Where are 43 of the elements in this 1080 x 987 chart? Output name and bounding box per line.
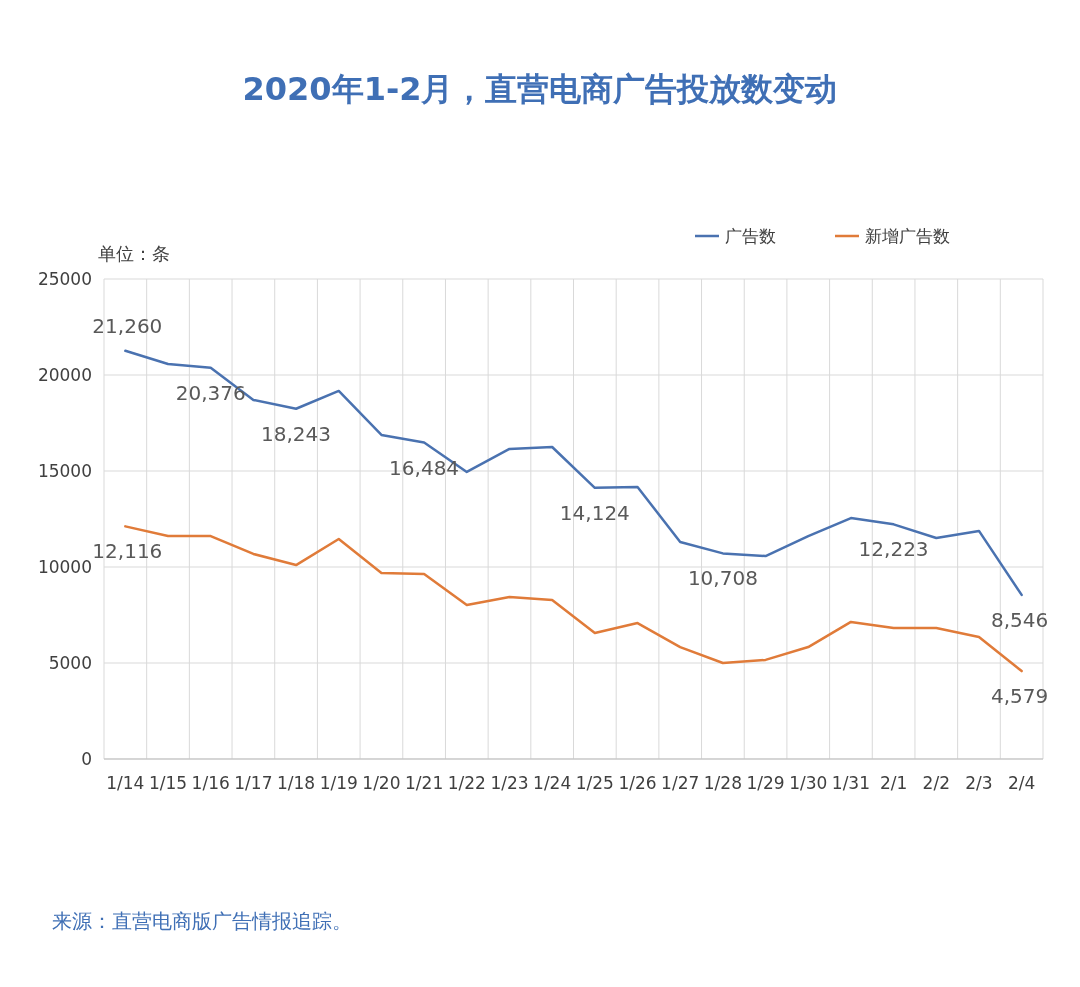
legend-label: 新增广告数 xyxy=(865,226,950,246)
x-tick-label: 1/29 xyxy=(746,773,785,793)
y-tick-label: 10000 xyxy=(37,557,92,577)
x-tick-label: 1/28 xyxy=(703,773,742,793)
x-tick-label: 1/22 xyxy=(447,773,486,793)
x-tick-label: 1/18 xyxy=(276,773,316,793)
data-label: 14,124 xyxy=(559,500,630,525)
x-tick-label: 1/26 xyxy=(618,773,657,793)
data-label: 8,546 xyxy=(991,607,1049,632)
data-label: 21,260 xyxy=(92,313,163,338)
y-axis-title: 单位：条 xyxy=(98,243,170,264)
x-tick-label: 1/14 xyxy=(106,773,145,793)
data-label: 10,708 xyxy=(687,566,758,591)
data-label: 18,243 xyxy=(261,421,332,446)
x-tick-label: 1/27 xyxy=(661,773,700,793)
x-tick-label: 1/30 xyxy=(789,773,828,793)
x-tick-label: 1/19 xyxy=(319,773,358,793)
data-label: 4,579 xyxy=(991,684,1049,709)
x-tick-label: 1/31 xyxy=(831,773,871,793)
x-tick-label: 1/16 xyxy=(191,773,230,793)
y-tick-label: 20000 xyxy=(37,365,92,385)
source-note: 来源：直营电商版广告情报追踪。 xyxy=(52,909,352,933)
x-tick-label: 1/20 xyxy=(362,773,401,793)
x-tick-label: 1/17 xyxy=(234,773,273,793)
data-label: 12,223 xyxy=(858,537,929,562)
y-tick-label: 0 xyxy=(81,749,92,769)
y-tick-label: 5000 xyxy=(48,653,92,673)
data-label: 16,484 xyxy=(389,455,460,480)
x-tick-label: 2/1 xyxy=(879,773,908,793)
x-tick-label: 1/21 xyxy=(405,773,444,793)
x-tick-label: 1/25 xyxy=(575,773,614,793)
x-tick-label: 1/23 xyxy=(490,773,529,793)
data-label: 12,116 xyxy=(92,539,163,564)
x-tick-label: 2/3 xyxy=(965,773,993,793)
x-tick-label: 1/15 xyxy=(148,773,188,793)
x-tick-label: 1/24 xyxy=(533,773,572,793)
y-tick-label: 15000 xyxy=(37,461,92,481)
data-label: 20,376 xyxy=(175,380,246,405)
legend-label: 广告数 xyxy=(725,226,776,246)
chart-title: 2020年1-2月，直营电商广告投放数变动 xyxy=(242,70,838,108)
x-tick-label: 2/4 xyxy=(1007,773,1036,793)
y-tick-label: 25000 xyxy=(37,269,92,289)
x-tick-label: 2/2 xyxy=(922,773,950,793)
